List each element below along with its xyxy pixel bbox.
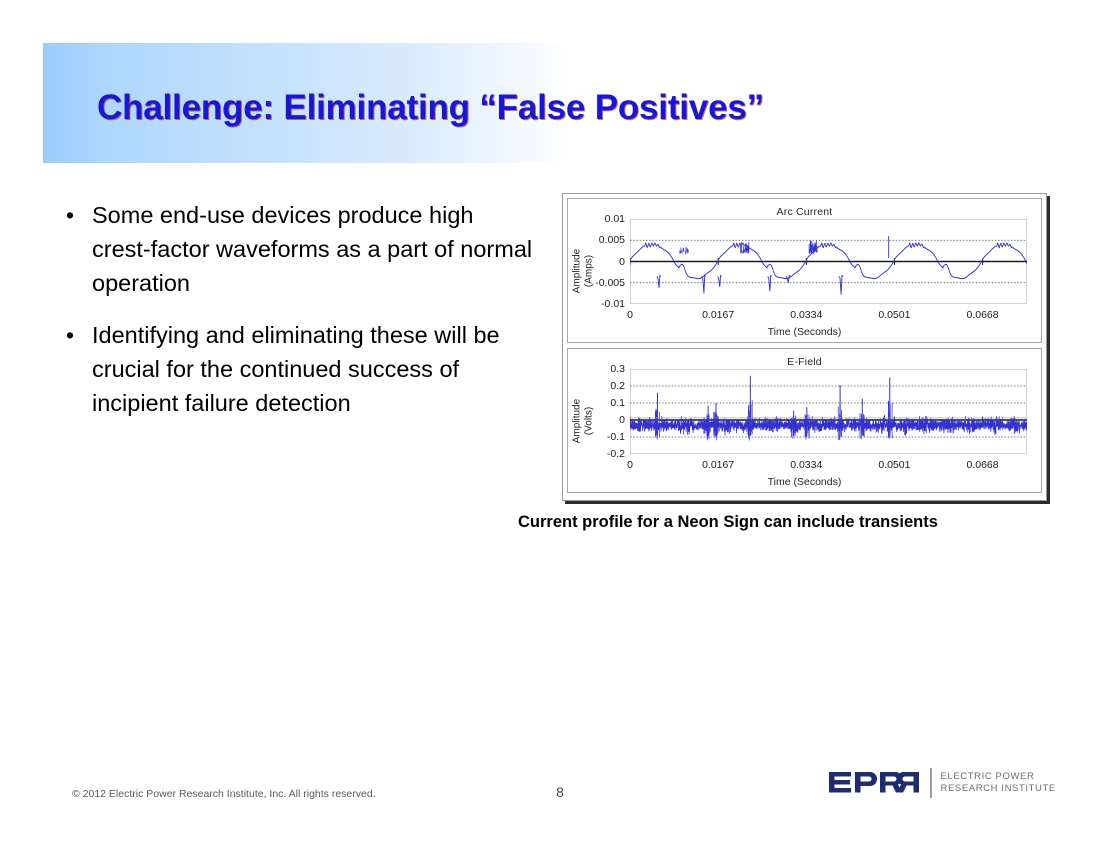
x-tick-label: 0.0501	[878, 459, 911, 471]
x-tick-label: 0.0668	[966, 309, 999, 321]
list-item: • Some end-use devices produce high cres…	[66, 198, 536, 300]
y-tick-label: 0	[619, 255, 625, 268]
page-title: Challenge: Eliminating “False Positives”	[97, 88, 764, 127]
epri-wordmark-icon	[829, 771, 919, 793]
y-tick-label: 0.3	[610, 363, 625, 375]
chart-e-field: E-Field Amplitude (Volts) 0.3 0.2 0.1 0 …	[567, 348, 1042, 493]
plot-area: 0.3 0.2 0.1 0 -0.1 -0.2 0 0.0167 0.0334 …	[607, 363, 1027, 471]
x-axis-label: Time (Seconds)	[767, 326, 842, 338]
x-axis-label: Time (Seconds)	[767, 476, 842, 488]
epri-tagline: ELECTRIC POWER RESEARCH INSTITUTE	[941, 771, 1056, 795]
chart-title: E-Field	[787, 356, 822, 368]
x-tick-label: 0.0334	[790, 459, 823, 471]
x-tick-label: 0.0334	[790, 309, 823, 321]
x-tick-label: 0.0167	[702, 459, 735, 471]
y-axis-label-line1: Amplitude	[571, 398, 583, 443]
list-item: • Identifying and eliminating these will…	[66, 318, 536, 420]
y-axis-label: Amplitude (Volts)	[572, 384, 595, 458]
figure-caption: Current profile for a Neon Sign can incl…	[518, 513, 938, 531]
plot-area: 0.01 0.005 0 -0.005 -0.01 0 0.0167 0.033…	[595, 213, 1027, 321]
x-tick-label: 0.0501	[878, 309, 911, 321]
y-tick-label: 0.005	[598, 234, 625, 247]
chart-title: Arc Current	[776, 206, 833, 218]
y-tick-label: 0.2	[610, 380, 625, 392]
copyright-notice: © 2012 Electric Power Research Institute…	[72, 788, 376, 800]
logo-divider	[930, 768, 932, 798]
chart-plot-svg	[630, 369, 1027, 454]
figure-frame: Arc Current Amplitude (Amps) 0.01 0.005 …	[562, 193, 1047, 501]
page-number: 8	[556, 784, 564, 800]
y-tick-label: -0.01	[601, 298, 625, 310]
bullet-marker: •	[66, 322, 75, 348]
bullet-marker: •	[66, 202, 75, 228]
y-tick-label: 0.1	[610, 397, 625, 409]
y-axis-label-line1: Amplitude	[571, 248, 583, 293]
chart-arc-current: Arc Current Amplitude (Amps) 0.01 0.005 …	[567, 198, 1042, 343]
title-accent-band	[43, 43, 898, 163]
y-tick-label: -0.1	[606, 431, 625, 443]
x-tick-label: 0	[627, 309, 633, 321]
epri-tagline-line2: RESEARCH INSTITUTE	[940, 783, 1056, 794]
x-tick-label: 0	[627, 459, 633, 471]
y-axis-label-line2: (Amps)	[583, 254, 594, 287]
epri-tagline-line1: ELECTRIC POWER	[940, 771, 1035, 782]
x-tick-label: 0.0668	[966, 459, 999, 471]
y-axis-label-line2: (Volts)	[583, 406, 594, 435]
epri-logo: ELECTRIC POWER RESEARCH INSTITUTE	[828, 766, 1056, 800]
y-axis-label: Amplitude (Amps)	[572, 234, 595, 308]
y-tick-label: -0.2	[606, 448, 625, 460]
y-tick-label: -0.005	[595, 276, 625, 289]
chart-plot-svg	[630, 219, 1027, 304]
bullet-text: Some end-use devices produce high crest-…	[92, 202, 533, 296]
bullet-list: • Some end-use devices produce high cres…	[66, 198, 536, 438]
y-tick-label: 0.01	[604, 213, 625, 225]
bullet-text: Identifying and eliminating these will b…	[92, 322, 500, 416]
y-tick-label: 0	[619, 414, 625, 426]
figure-image: Arc Current Amplitude (Amps) 0.01 0.005 …	[562, 193, 1047, 501]
x-tick-label: 0.0167	[702, 309, 735, 321]
